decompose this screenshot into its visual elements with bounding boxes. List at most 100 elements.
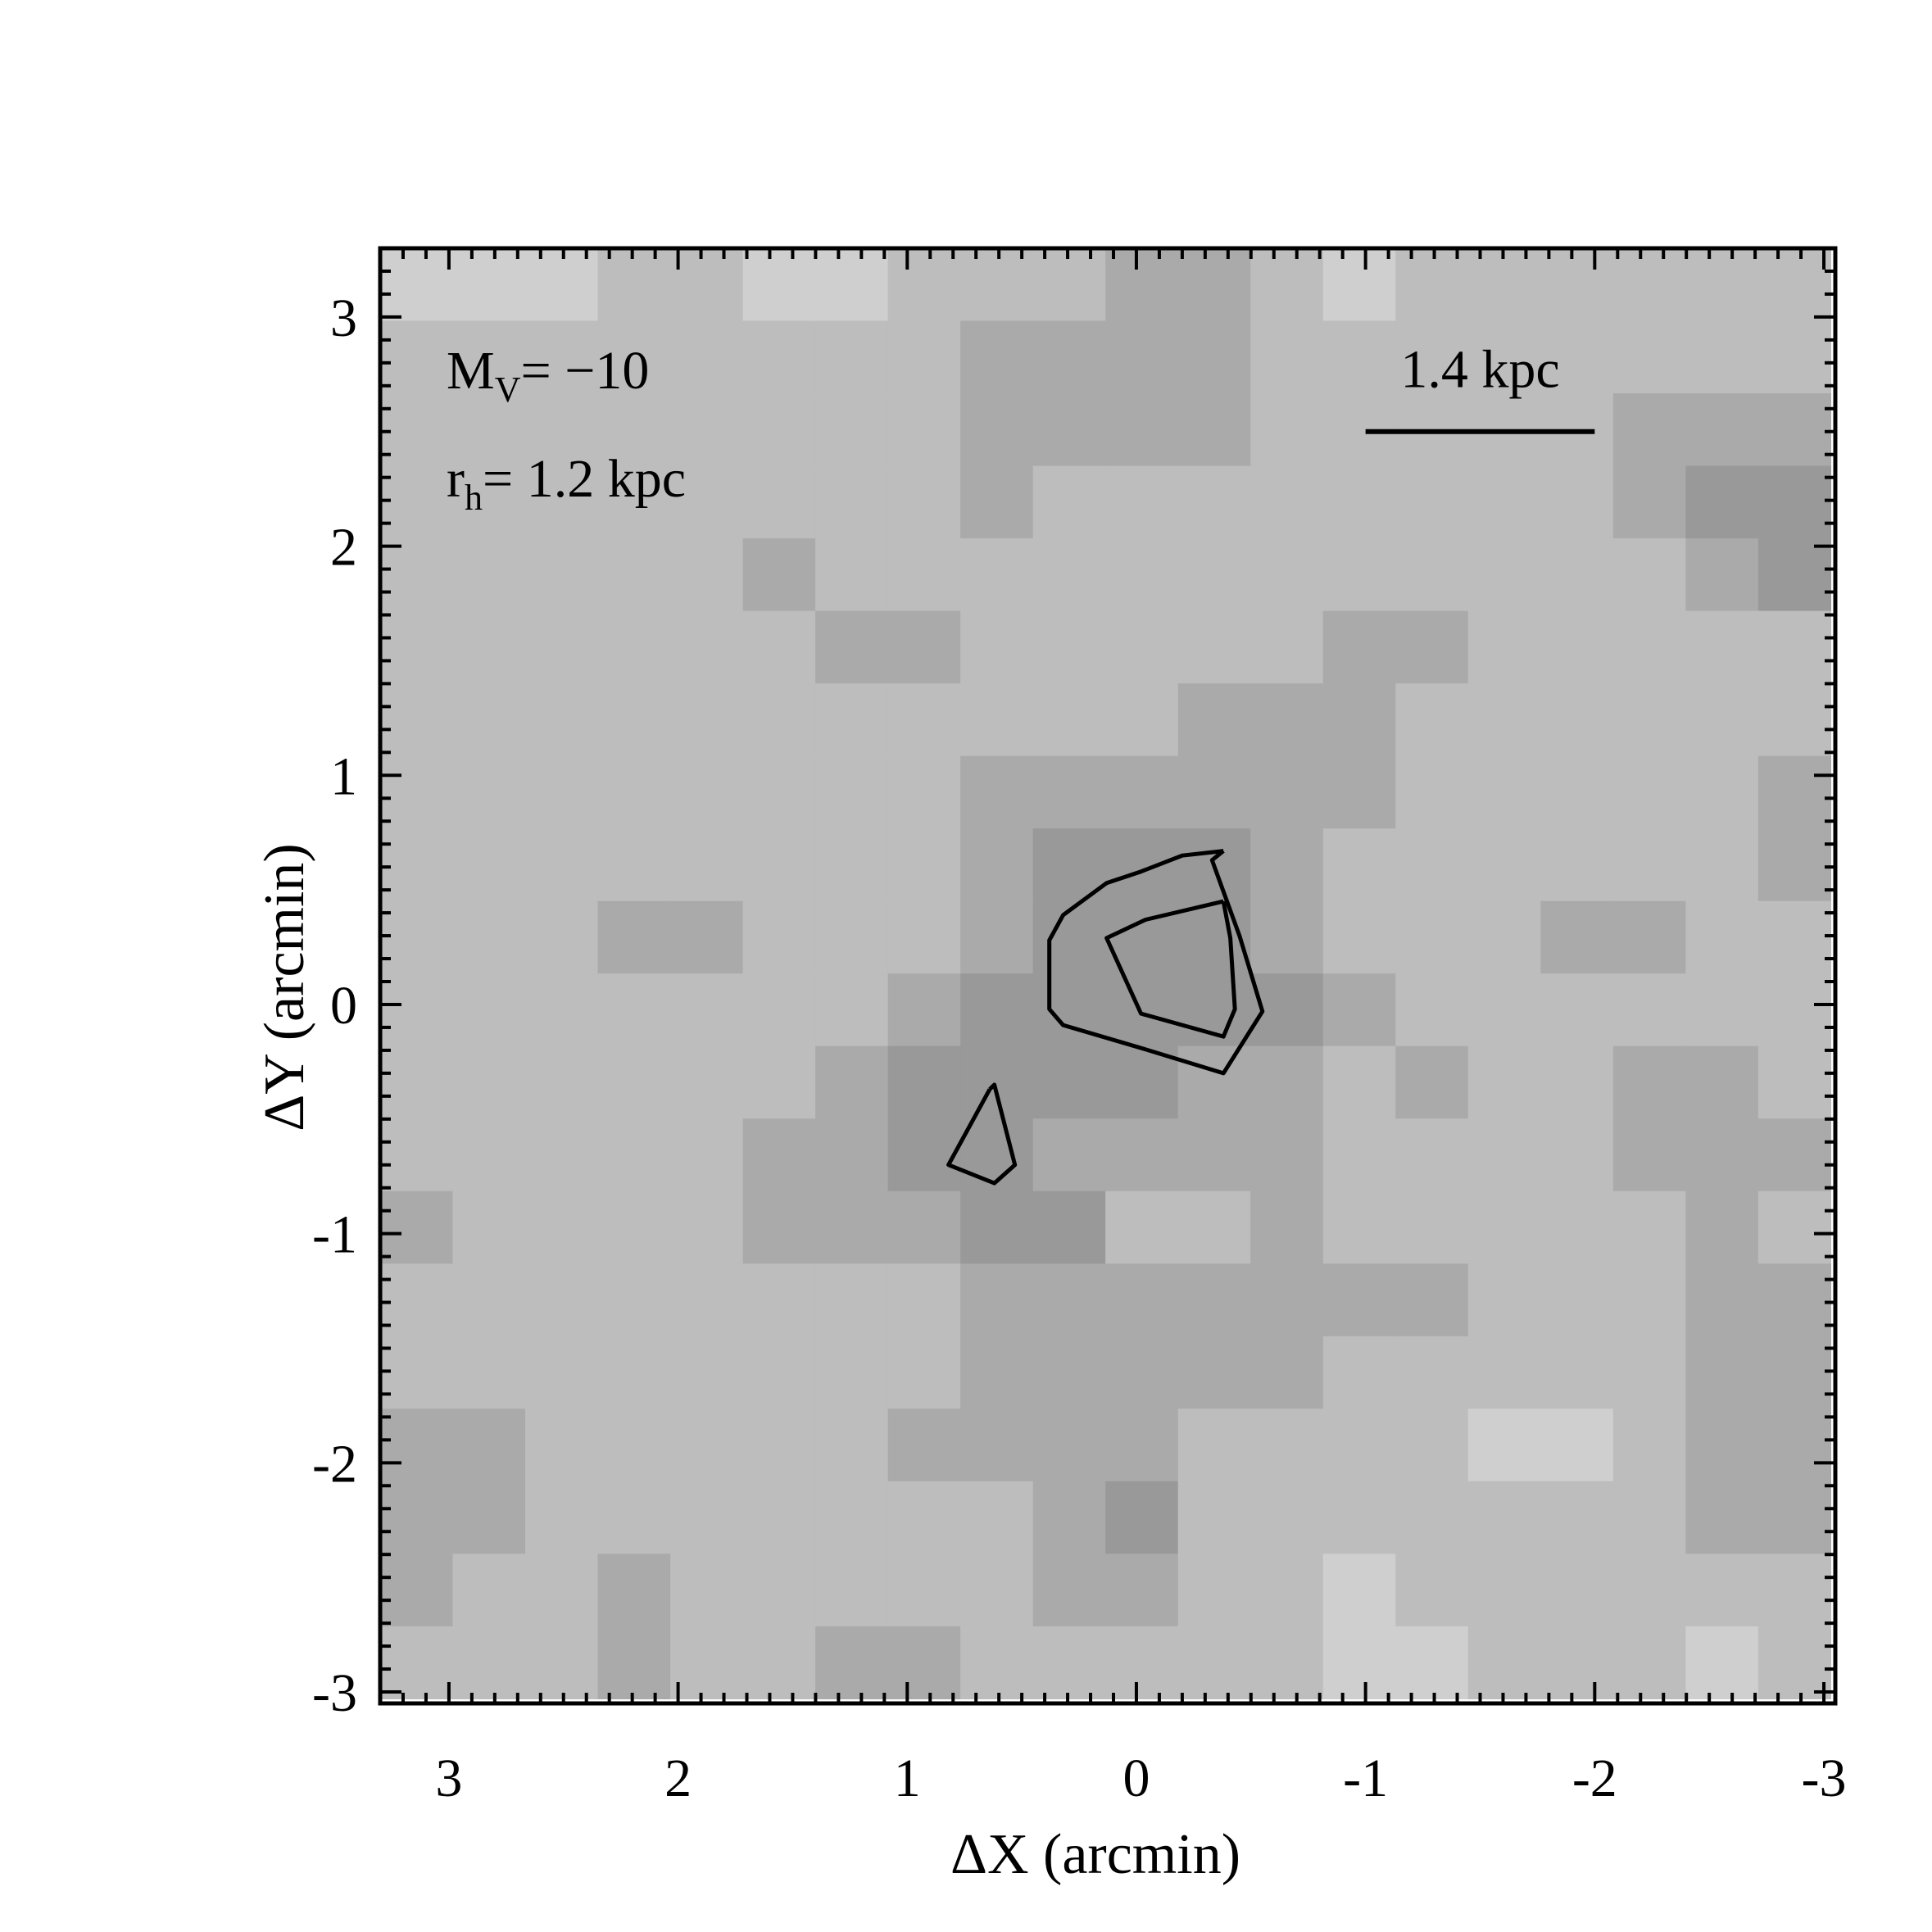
heatmap-cell (1540, 1553, 1614, 1627)
heatmap-cell (1395, 538, 1469, 612)
heatmap-cell (742, 900, 816, 974)
heatmap-cell (1757, 1408, 1832, 1482)
heatmap-cell (960, 683, 1034, 757)
heatmap-cell (1467, 1336, 1541, 1409)
y-tick-label: 3 (330, 288, 357, 348)
heatmap-cell (1105, 393, 1179, 467)
heatmap-cell (815, 683, 889, 757)
heatmap-cell (1105, 755, 1179, 829)
heatmap-cell (670, 320, 744, 394)
heatmap-cell (670, 538, 744, 612)
heatmap-cell (815, 900, 889, 974)
heatmap-cell (1685, 465, 1759, 539)
heatmap-cell (1685, 1045, 1759, 1119)
heatmap-cell (1685, 610, 1759, 684)
heatmap-cell (1395, 465, 1469, 539)
heatmap-cell (597, 1408, 671, 1482)
heatmap-cell (960, 320, 1034, 394)
mv-rest: = −10 (520, 341, 649, 401)
heatmap-cell (1395, 1336, 1469, 1409)
heatmap-cell (525, 1553, 599, 1627)
heatmap-cell (1685, 973, 1759, 1047)
mv-annotation: MV= −10 (447, 341, 649, 410)
heatmap-cell (1105, 610, 1179, 684)
heatmap-cell (1540, 1118, 1614, 1192)
heatmap-cell (1322, 1045, 1396, 1119)
heatmap-cell (452, 1481, 526, 1554)
heatmap-cell (380, 610, 454, 684)
heatmap-cell (525, 973, 599, 1047)
rh-rest: = 1.2 kpc (483, 449, 686, 509)
heatmap-cell (960, 393, 1034, 467)
heatmap-cell (1612, 1336, 1686, 1409)
heatmap-cell (1250, 465, 1324, 539)
heatmap-cell (1395, 1626, 1469, 1700)
heatmap-cell (1105, 1118, 1179, 1192)
heatmap-cell (1250, 1118, 1324, 1192)
heatmap-cell (1322, 1190, 1396, 1264)
heatmap-cell (452, 248, 526, 322)
heatmap-cell (1757, 1045, 1832, 1119)
heatmap-cell (597, 973, 671, 1047)
heatmap-cell (380, 900, 454, 974)
heatmap-cell (815, 1263, 889, 1337)
heatmap-cell (670, 1336, 744, 1409)
heatmap-cell (380, 755, 454, 829)
heatmap-cell (1757, 900, 1832, 974)
heatmap-cell (1250, 683, 1324, 757)
heatmap-cell (1467, 1045, 1541, 1119)
heatmap-cell (1467, 248, 1541, 322)
heatmap-cell (380, 248, 454, 322)
heatmap-cell (1467, 828, 1541, 902)
heatmap-cell (742, 973, 816, 1047)
heatmap-cell (1250, 1408, 1324, 1482)
heatmap-cell (1177, 610, 1251, 684)
heatmap-cell (525, 828, 599, 902)
heatmap-cell (1322, 465, 1396, 539)
heatmap-cell (815, 1190, 889, 1264)
heatmap-cell (815, 538, 889, 612)
heatmap-cell (742, 1190, 816, 1264)
heatmap-cell (525, 1626, 599, 1700)
heatmap-cell (815, 320, 889, 394)
heatmap-cell (1105, 1190, 1179, 1264)
heatmap-cell (525, 610, 599, 684)
heatmap-cell (960, 973, 1034, 1047)
heatmap-cell (1322, 1263, 1396, 1337)
heatmap-cell (452, 1626, 526, 1700)
heatmap-cell (1250, 1190, 1324, 1264)
heatmap-cell (452, 1045, 526, 1119)
x-tick-label: -3 (1802, 1748, 1847, 1808)
heatmap-cell (1032, 828, 1106, 902)
heatmap-cell (815, 828, 889, 902)
heatmap-cell (887, 1190, 961, 1264)
heatmap-cell (815, 393, 889, 467)
heatmap-cell (960, 1045, 1034, 1119)
heatmap-cell (380, 1263, 454, 1337)
heatmap-cell (1757, 973, 1832, 1047)
heatmap-cell (1685, 1626, 1759, 1700)
heatmap-cell (1757, 393, 1832, 467)
heatmap-cell (742, 248, 816, 322)
heatmap-cell (1467, 1481, 1541, 1554)
heatmap-cell (1032, 1408, 1106, 1482)
heatmap-cell (1540, 900, 1614, 974)
tick-labels: 3 2 1 0 -1 -2 -3 3 2 1 0 -1 -2 -3 (312, 288, 1846, 1808)
heatmap-cell (1395, 1190, 1469, 1264)
heatmap-cell (525, 248, 599, 322)
heatmap-cell (452, 393, 526, 467)
heatmap-cell (380, 828, 454, 902)
heatmap-cell (1250, 1553, 1324, 1627)
heatmap-cell (380, 465, 454, 539)
heatmap-cell (1105, 1626, 1179, 1700)
heatmap-cell (1177, 248, 1251, 322)
heatmap-cell (1612, 465, 1686, 539)
heatmap-cell (887, 465, 961, 539)
heatmap-cell (597, 1553, 671, 1627)
y-axis-title: ΔY (arcmin) (253, 843, 316, 1131)
heatmap-cell (597, 610, 671, 684)
heatmap-cell (670, 1553, 744, 1627)
heatmap-cell (815, 1408, 889, 1482)
heatmap-cell (1322, 248, 1396, 322)
